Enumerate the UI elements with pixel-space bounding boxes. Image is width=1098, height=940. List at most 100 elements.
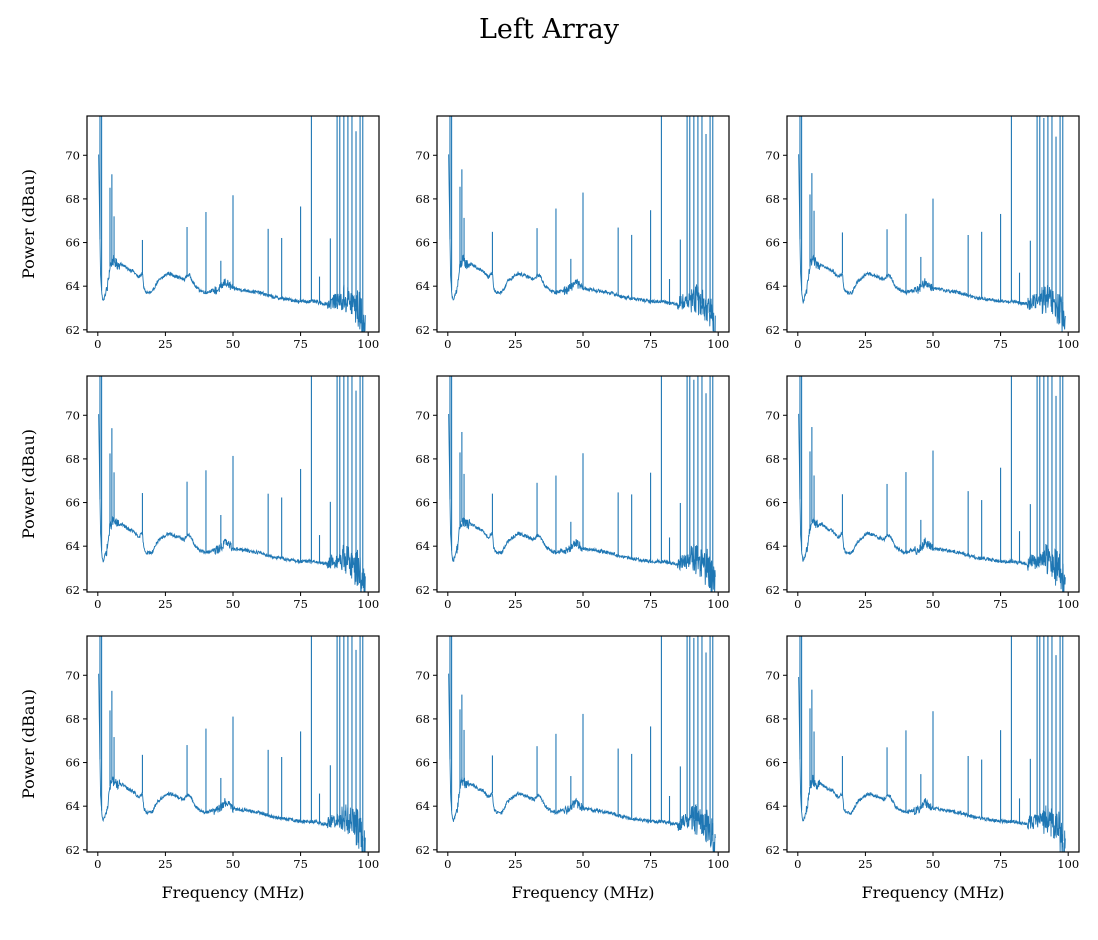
x-tick-label: 25 (858, 857, 873, 871)
spectrum-line (98, 673, 366, 852)
subplot-r2c3: 0 25 50 75 100 62 64 66 68 70 (765, 375, 1080, 611)
y-tick-label: 70 (65, 668, 80, 682)
x-tick-label: 50 (226, 857, 241, 871)
subplot-r3c3: 0 25 50 75 100 62 64 66 68 70 Frequency (MHz) (765, 635, 1080, 902)
x-tick-label: 75 (293, 857, 308, 871)
x-tick-label: 50 (226, 337, 241, 351)
x-axis-label: Frequency (MHz) (512, 883, 655, 902)
y-tick-label: 62 (415, 583, 430, 597)
y-tick-label: 68 (65, 452, 80, 466)
y-tick-label: 66 (65, 496, 80, 510)
y-tick-label: 64 (765, 799, 780, 813)
y-tick-label: 64 (65, 539, 80, 553)
x-axis-label: Frequency (MHz) (862, 883, 1005, 902)
x-tick-label: 25 (508, 597, 523, 611)
subplot-r2c1: 0 25 50 75 100 62 64 66 68 70 Power (dBau) (19, 375, 380, 611)
y-tick-label: 66 (765, 756, 780, 770)
x-tick-label: 0 (444, 337, 451, 351)
y-tick-label: 70 (65, 148, 80, 162)
y-tick-label: 68 (415, 712, 430, 726)
subplot-r2c2: 0 25 50 75 100 62 64 66 68 70 (415, 375, 730, 611)
y-tick-label: 68 (765, 452, 780, 466)
x-tick-label: 25 (858, 597, 873, 611)
x-tick-label: 100 (707, 337, 729, 351)
spectrum-line (98, 414, 366, 592)
y-tick-label: 64 (65, 799, 80, 813)
y-tick-label: 64 (765, 539, 780, 553)
y-tick-label: 64 (415, 279, 430, 293)
y-tick-label: 62 (765, 323, 780, 337)
x-tick-label: 0 (94, 857, 101, 871)
x-tick-label: 0 (94, 597, 101, 611)
y-axis-label: Power (dBau) (19, 429, 38, 539)
subplot-r1c3: 0 25 50 75 100 62 64 66 68 70 (765, 115, 1080, 351)
y-tick-label: 62 (415, 323, 430, 337)
x-tick-label: 25 (158, 597, 173, 611)
y-tick-label: 70 (415, 148, 430, 162)
x-tick-label: 25 (858, 337, 873, 351)
x-tick-label: 50 (926, 337, 941, 351)
y-tick-label: 70 (765, 148, 780, 162)
y-tick-label: 66 (65, 236, 80, 250)
x-axis-label: Frequency (MHz) (162, 883, 305, 902)
spectrum-line (448, 413, 716, 592)
y-tick-label: 70 (415, 408, 430, 422)
y-tick-label: 70 (415, 668, 430, 682)
x-tick-label: 75 (643, 597, 658, 611)
spectrum-line (798, 676, 1066, 852)
x-tick-label: 75 (993, 337, 1008, 351)
x-tick-label: 0 (444, 857, 451, 871)
y-tick-label: 62 (765, 583, 780, 597)
x-tick-label: 100 (357, 857, 379, 871)
y-tick-label: 64 (765, 279, 780, 293)
y-tick-label: 66 (65, 756, 80, 770)
subplot-r3c1: 0 25 50 75 100 62 64 66 68 70 Power (dBau) Frequenc… (19, 635, 380, 902)
figure-title: Left Array (479, 14, 619, 45)
y-tick-label: 66 (415, 756, 430, 770)
x-tick-label: 50 (576, 337, 591, 351)
x-tick-label: 25 (508, 857, 523, 871)
y-tick-label: 68 (415, 192, 430, 206)
x-tick-label: 75 (993, 597, 1008, 611)
x-tick-label: 50 (926, 597, 941, 611)
y-axis-label: Power (dBau) (19, 689, 38, 799)
x-tick-label: 0 (94, 337, 101, 351)
spectrum-line (798, 413, 1066, 592)
x-tick-label: 100 (1057, 597, 1079, 611)
y-tick-label: 68 (765, 712, 780, 726)
subplot-r1c1: 0 25 50 75 100 62 64 66 68 70 Power (dBau) (19, 115, 380, 351)
x-tick-label: 0 (794, 857, 801, 871)
y-tick-label: 66 (415, 236, 430, 250)
spectrum-line (448, 154, 716, 332)
x-tick-label: 50 (576, 597, 591, 611)
y-tick-label: 68 (65, 712, 80, 726)
x-tick-label: 50 (576, 857, 591, 871)
y-axis-label: Power (dBau) (19, 169, 38, 279)
y-tick-label: 66 (765, 496, 780, 510)
y-tick-label: 66 (765, 236, 780, 250)
x-tick-label: 100 (1057, 857, 1079, 871)
x-tick-label: 75 (993, 857, 1008, 871)
x-tick-label: 75 (643, 337, 658, 351)
y-tick-label: 64 (415, 539, 430, 553)
x-tick-label: 0 (794, 597, 801, 611)
x-tick-label: 100 (357, 597, 379, 611)
x-tick-label: 100 (707, 597, 729, 611)
x-tick-label: 75 (643, 857, 658, 871)
x-tick-label: 0 (444, 597, 451, 611)
y-tick-label: 70 (765, 668, 780, 682)
x-tick-label: 0 (794, 337, 801, 351)
y-tick-label: 62 (765, 843, 780, 857)
y-tick-label: 64 (415, 799, 430, 813)
y-tick-label: 68 (765, 192, 780, 206)
x-tick-label: 100 (357, 337, 379, 351)
y-tick-label: 70 (765, 408, 780, 422)
x-tick-label: 25 (508, 337, 523, 351)
subplot-r3c2: 0 25 50 75 100 62 64 66 68 70 Frequency (MHz) (415, 635, 730, 902)
x-tick-label: 25 (158, 857, 173, 871)
x-tick-label: 75 (293, 337, 308, 351)
y-tick-label: 68 (65, 192, 80, 206)
spectrum-line (448, 673, 716, 852)
y-tick-label: 66 (415, 496, 430, 510)
